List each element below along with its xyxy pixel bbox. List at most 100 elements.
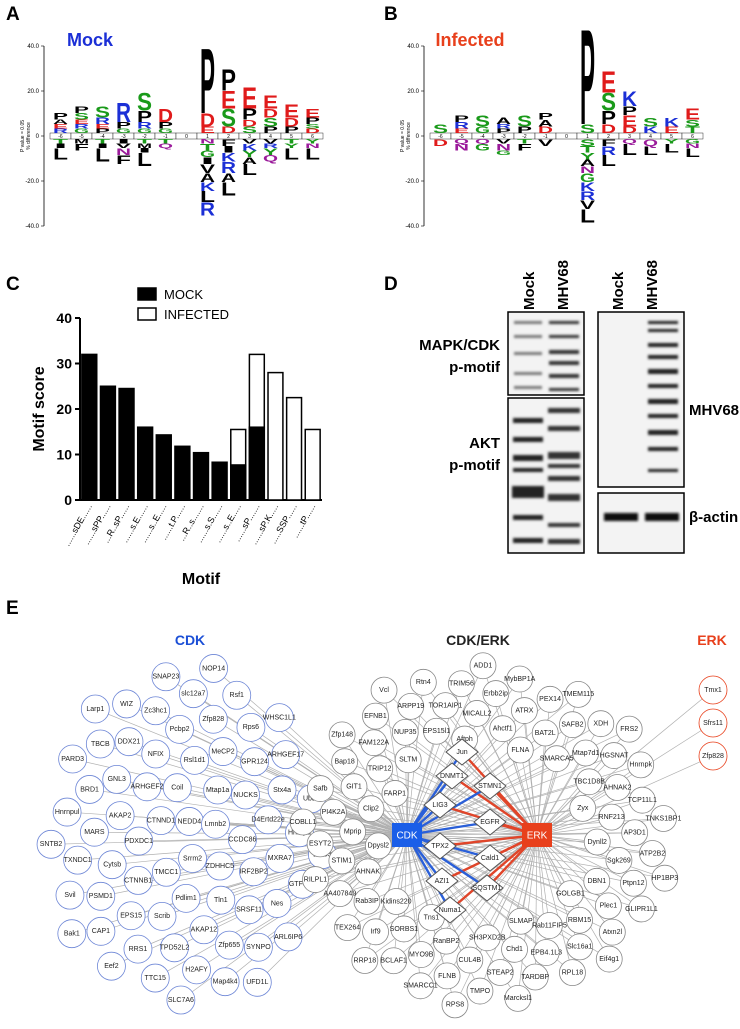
node-label: CAP1: [92, 928, 110, 935]
logo-letter: G: [496, 150, 511, 157]
logo-letter: P: [622, 104, 637, 118]
tick-label: 0: [36, 134, 40, 140]
node-label: RBM15: [568, 917, 591, 924]
motif-node: [423, 832, 457, 860]
network-edge: [536, 834, 550, 926]
logo-letter: T: [580, 144, 597, 155]
logo-letter: Q: [622, 138, 637, 145]
network-node: [264, 703, 294, 733]
logo-letter: R: [496, 123, 511, 130]
logo-letter: S: [601, 90, 616, 117]
node-label: WHSC1L1: [263, 714, 296, 721]
node-label: ZDHHC5: [206, 863, 234, 870]
network-node: [532, 939, 560, 966]
network-node: [105, 801, 135, 831]
node-label: TMPO: [470, 988, 491, 995]
network-node: [536, 685, 564, 713]
logo-letter: R: [95, 115, 111, 126]
node-label: AA407849: [324, 890, 357, 897]
panel-label: C: [6, 274, 20, 295]
logo-letter: Y: [284, 143, 301, 150]
logo-letter: N: [580, 164, 595, 175]
logo-letter: D: [601, 122, 616, 136]
position-label: 3: [248, 134, 251, 140]
logo-title: Infected: [435, 30, 504, 50]
node-label: GLIPR1L1: [625, 906, 658, 913]
network-node: [141, 739, 171, 769]
position-label: 5: [670, 134, 673, 140]
tick-label: -40.0: [405, 224, 419, 230]
node-label: RNF213: [599, 814, 625, 821]
network-node: [381, 780, 409, 807]
hub-label: ERK: [527, 831, 548, 842]
node-label: Rab11FIP5: [532, 922, 567, 929]
logo-letter: P: [53, 111, 68, 122]
bar: [211, 461, 228, 501]
node-label: SQSTM1: [473, 885, 502, 892]
node-label: Pcbp2: [170, 726, 190, 733]
blot-label: p-motif: [449, 359, 501, 376]
node-label: CUL4B: [459, 957, 482, 964]
logo-letter: T: [517, 138, 533, 145]
node-label: TRIP12: [368, 766, 392, 773]
logo-letter: A: [242, 155, 258, 166]
axis-label: P value = 0.05: [20, 120, 26, 152]
logo-letter: R: [74, 123, 89, 130]
node-label: TOR1AIP1: [429, 702, 463, 709]
logo-letter: Y: [580, 151, 595, 162]
logo-letter: P: [284, 124, 299, 135]
node-label: TRIM56: [449, 681, 474, 688]
position-label: 6: [311, 134, 314, 140]
network-node: [86, 881, 116, 911]
network-node: [58, 744, 88, 774]
network-node: [489, 715, 517, 743]
node-label: Hnrnpul: [55, 809, 80, 816]
network-node: [112, 689, 141, 719]
position-label: -2: [522, 134, 527, 140]
node-label: Ptpn12: [622, 880, 644, 887]
network-node: [628, 895, 655, 923]
node-label: Rsl1d1: [184, 757, 206, 764]
node-label: Jun: [456, 749, 467, 756]
logo-letter: N: [454, 142, 469, 153]
logo-letter: A: [221, 171, 237, 185]
node-label: SAFB2: [561, 722, 583, 729]
node-label: ATP2B2: [640, 850, 666, 857]
node-label: GPR124: [241, 759, 268, 766]
network-node: [180, 745, 209, 775]
cluster-title: CDK: [175, 632, 205, 648]
logo-letter: R: [221, 160, 237, 177]
panel-label: B: [384, 4, 398, 25]
logo-letter: S: [95, 105, 110, 122]
logo-letter: G: [74, 128, 89, 135]
logo-letter: G: [475, 124, 490, 135]
logo-letter: G: [158, 128, 173, 135]
blot-label: AKT: [469, 435, 500, 452]
node-label: Aftph: [456, 736, 472, 743]
node-label: Zfp148: [331, 732, 353, 739]
legend-swatch: [137, 307, 157, 321]
logo-letter: G: [580, 171, 595, 185]
logo-letter: E: [263, 92, 278, 112]
network-node: [409, 668, 437, 696]
network-node: [501, 935, 528, 963]
logo-letter: D: [284, 115, 299, 129]
node-label: TEX264: [335, 924, 360, 931]
node-label: Marcksl1: [504, 995, 532, 1002]
network-edge: [449, 834, 538, 911]
node-label: RPL18: [562, 969, 584, 976]
network-node: [151, 662, 181, 692]
panel-label: D: [384, 274, 398, 295]
node-label: NEDD4: [177, 818, 201, 825]
network-node: [604, 774, 631, 801]
logo-letter: L: [53, 147, 68, 164]
logo-letter: L: [305, 147, 320, 164]
logo-letter: T: [200, 142, 217, 153]
network-node: [362, 702, 389, 730]
node-label: CTNNB1: [124, 877, 152, 884]
node-label: LIG3: [432, 802, 447, 809]
node-label: SNTB2: [40, 841, 63, 848]
network-node: [114, 727, 144, 757]
node-label: Mtap1a: [206, 787, 229, 794]
node-label: Erbb2ip: [484, 690, 508, 697]
